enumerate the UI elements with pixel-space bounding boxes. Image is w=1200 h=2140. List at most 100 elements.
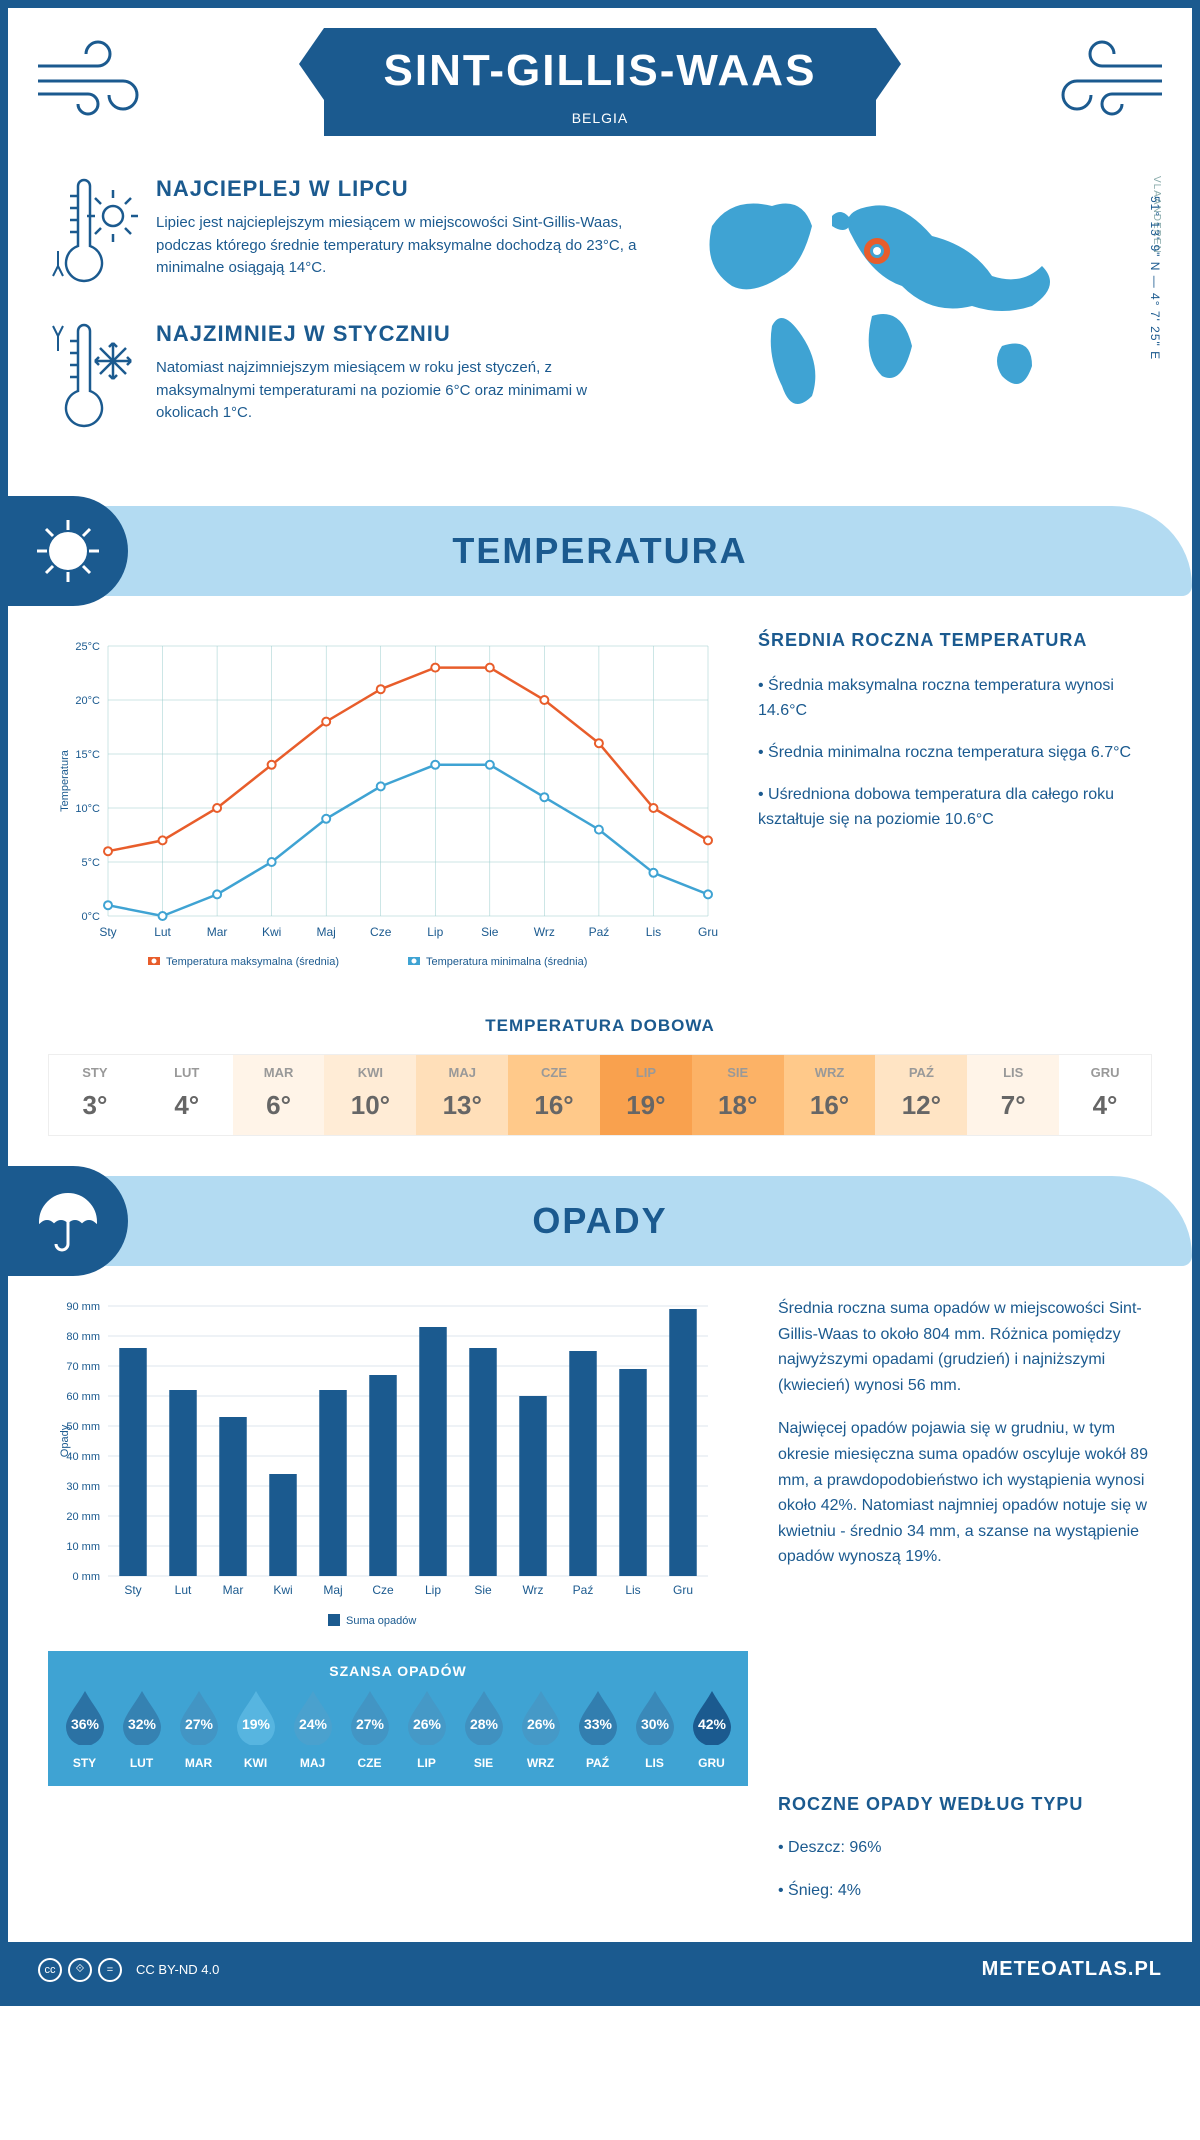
svg-text:Maj: Maj [323,1583,342,1597]
svg-text:Temperatura: Temperatura [59,749,71,812]
precipitation-text: Średnia roczna suma opadów w miejscowośc… [778,1296,1152,1922]
svg-text:Kwi: Kwi [273,1583,292,1597]
svg-text:Lip: Lip [427,925,443,939]
svg-text:19%: 19% [241,1716,270,1732]
svg-text:Lis: Lis [625,1583,640,1597]
svg-text:50 mm: 50 mm [66,1421,100,1433]
precip-p1: Średnia roczna suma opadów w miejscowośc… [778,1296,1152,1398]
daily-grid: STY3°LUT4°MAR6°KWI10°MAJ13°CZE16°LIP19°S… [48,1054,1152,1136]
chance-drop: 26%LIP [404,1689,450,1770]
svg-text:25°C: 25°C [75,641,100,653]
precip-types-title: ROCZNE OPADY WEDŁUG TYPU [778,1790,1152,1819]
svg-text:27%: 27% [184,1716,213,1732]
svg-text:70 mm: 70 mm [66,1361,100,1373]
svg-text:30 mm: 30 mm [66,1481,100,1493]
warmest-title: NAJCIEPLEJ W LIPCU [156,176,642,202]
svg-text:Cze: Cze [372,1583,394,1597]
svg-text:0 mm: 0 mm [73,1571,101,1583]
svg-text:10 mm: 10 mm [66,1541,100,1553]
svg-text:Mar: Mar [207,925,228,939]
wind-decoration-right [1042,36,1172,116]
daily-cell: KWI10° [324,1055,416,1135]
svg-text:80 mm: 80 mm [66,1331,100,1343]
city-title: SINT-GILLIS-WAAS [384,46,817,96]
cc-icons: cc ⟐ = [38,1958,122,1982]
daily-cell: PAŹ12° [875,1055,967,1135]
svg-text:90 mm: 90 mm [66,1301,100,1313]
chance-drop: 28%SIE [461,1689,507,1770]
precipitation-content: 0 mm10 mm20 mm30 mm40 mm50 mm60 mm70 mm8… [8,1266,1192,1942]
svg-text:24%: 24% [298,1716,327,1732]
chance-drop: 19%KWI [233,1689,279,1770]
daily-cell: MAJ13° [416,1055,508,1135]
svg-text:20°C: 20°C [75,695,100,707]
svg-text:Paź: Paź [573,1583,594,1597]
svg-text:28%: 28% [469,1716,498,1732]
svg-text:Wrz: Wrz [522,1583,543,1597]
sun-icon [8,496,128,606]
temperature-title: TEMPERATURA [452,530,747,572]
precipitation-chance-strip: SZANSA OPADÓW 36%STY32%LUT27%MAR19%KWI 24… [48,1651,748,1786]
cc-icon: cc [38,1958,62,1982]
daily-cell: GRU4° [1059,1055,1151,1135]
chance-drop: 33%PAŹ [575,1689,621,1770]
intro-text-column: NAJCIEPLEJ W LIPCU Lipiec jest najcieple… [48,176,642,466]
daily-cell: WRZ16° [784,1055,876,1135]
svg-text:Wrz: Wrz [534,925,555,939]
svg-text:Lut: Lut [154,925,171,939]
daily-cell: CZE16° [508,1055,600,1135]
svg-text:Mar: Mar [223,1583,244,1597]
thermometer-cold-icon [48,321,138,436]
chance-drops: 36%STY32%LUT27%MAR19%KWI24%MAJ27%CZE26%L… [48,1689,748,1770]
svg-text:Gru: Gru [698,925,718,939]
svg-text:26%: 26% [526,1716,555,1732]
svg-text:Maj: Maj [317,925,336,939]
svg-text:Sie: Sie [481,925,499,939]
daily-cell: SIE18° [692,1055,784,1135]
svg-text:30%: 30% [640,1716,669,1732]
chance-drop: 26%WRZ [518,1689,564,1770]
svg-text:Lip: Lip [425,1583,441,1597]
precip-p2: Najwięcej opadów pojawia się w grudniu, … [778,1416,1152,1570]
svg-text:42%: 42% [697,1716,726,1732]
svg-text:Gru: Gru [673,1583,693,1597]
chance-drop: 27%CZE [347,1689,393,1770]
svg-text:60 mm: 60 mm [66,1391,100,1403]
title-banner: SINT-GILLIS-WAAS BELGIA [324,28,877,136]
temperature-info: ŚREDNIA ROCZNA TEMPERATURA • Średnia mak… [758,626,1152,986]
svg-text:Suma opadów: Suma opadów [346,1615,416,1627]
daily-cell: LUT4° [141,1055,233,1135]
daily-temperature-strip: TEMPERATURA DOBOWA STY3°LUT4°MAR6°KWI10°… [8,1016,1192,1166]
daily-cell: MAR6° [233,1055,325,1135]
svg-text:Lut: Lut [175,1583,192,1597]
svg-text:32%: 32% [127,1716,156,1732]
svg-text:Cze: Cze [370,925,392,939]
country-label: BELGIA [384,110,817,126]
chance-drop: 42%GRU [689,1689,735,1770]
svg-text:27%: 27% [355,1716,384,1732]
daily-cell: LIS7° [967,1055,1059,1135]
svg-text:Lis: Lis [646,925,661,939]
svg-text:26%: 26% [412,1716,441,1732]
temp-info-b3: • Uśredniona dobowa temperatura dla całe… [758,782,1152,833]
intro-section: NAJCIEPLEJ W LIPCU Lipiec jest najcieple… [8,166,1192,496]
header: SINT-GILLIS-WAAS BELGIA [8,8,1192,166]
temp-info-b1: • Średnia maksymalna roczna temperatura … [758,673,1152,724]
svg-text:Temperatura maksymalna (średni: Temperatura maksymalna (średnia) [166,956,339,968]
svg-text:40 mm: 40 mm [66,1451,100,1463]
thermometer-hot-icon [48,176,138,291]
svg-text:15°C: 15°C [75,749,100,761]
chance-drop: 27%MAR [176,1689,222,1770]
warmest-text: Lipiec jest najcieplejszym miesiącem w m… [156,212,642,280]
brand-label: METEOATLAS.PL [982,1958,1162,1981]
coldest-title: NAJZIMNIEJ W STYCZNIU [156,321,642,347]
world-map: VLAANDEREN 51° 13' 9" N — 4° 7' 25" E [672,176,1152,466]
temperature-section-header: TEMPERATURA [8,506,1192,596]
svg-text:Sty: Sty [124,1583,141,1597]
warmest-block: NAJCIEPLEJ W LIPCU Lipiec jest najcieple… [48,176,642,291]
page-wrapper: SINT-GILLIS-WAAS BELGIA [0,0,1200,2006]
chance-drop: 30%LIS [632,1689,678,1770]
chance-title: SZANSA OPADÓW [48,1663,748,1679]
chance-drop: 36%STY [62,1689,108,1770]
chance-drop: 32%LUT [119,1689,165,1770]
